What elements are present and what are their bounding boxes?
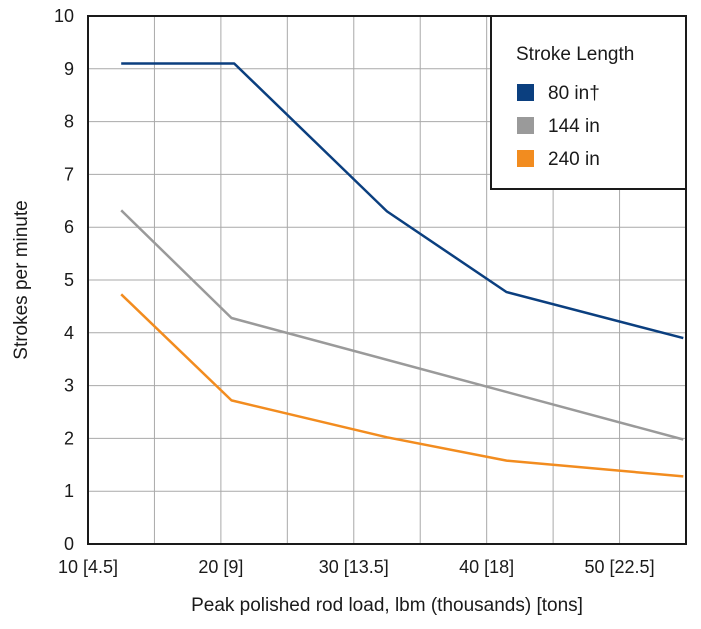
x-tick-label: 50 [22.5]	[585, 557, 655, 577]
legend-title: Stroke Length	[516, 44, 634, 65]
grid	[88, 16, 686, 544]
x-tick-label: 20 [9]	[198, 557, 243, 577]
legend-swatch-2	[517, 150, 534, 167]
y-tick-label: 8	[64, 112, 74, 132]
plot-frame	[87, 15, 687, 545]
y-tick-label: 3	[64, 376, 74, 396]
y-tick-label: 6	[64, 217, 74, 237]
x-tick-label: 30 [13.5]	[319, 557, 389, 577]
x-axis-ticks: 10 [4.5] 20 [9] 30 [13.5] 40 [18] 50 [22.5]	[58, 557, 655, 577]
series-line-0	[121, 62, 684, 340]
legend-items: 80 in† 144 in 240 in	[517, 83, 600, 170]
legend-box	[490, 15, 687, 190]
y-tick-label: 7	[64, 164, 74, 184]
y-tick-label: 1	[64, 481, 74, 501]
legend-swatch-0	[517, 84, 534, 101]
y-axis-ticks: 0 1 2 3 4 5 6 7 8 9 10	[54, 6, 74, 554]
series-line-1	[120, 209, 684, 441]
legend: Stroke Length 80 in† 144 in 240 in	[490, 15, 687, 190]
x-tick-label: 40 [18]	[459, 557, 514, 577]
y-tick-label: 2	[64, 428, 74, 448]
series-line-2	[120, 293, 684, 478]
y-tick-label: 0	[64, 534, 74, 554]
series-layer	[120, 62, 684, 478]
legend-swatch-1	[517, 117, 534, 134]
y-tick-label: 9	[64, 59, 74, 79]
legend-label-0: 80 in†	[548, 83, 600, 104]
x-axis-title: Peak polished rod load, lbm (thousands) …	[191, 595, 583, 616]
y-tick-label: 4	[64, 323, 74, 343]
x-tick-label: 10 [4.5]	[58, 557, 118, 577]
y-tick-label: 5	[64, 270, 74, 290]
y-axis-title: Strokes per minute	[11, 200, 32, 359]
legend-label-2: 240 in	[548, 149, 600, 170]
y-tick-label: 10	[54, 6, 74, 26]
legend-label-1: 144 in	[548, 116, 600, 137]
